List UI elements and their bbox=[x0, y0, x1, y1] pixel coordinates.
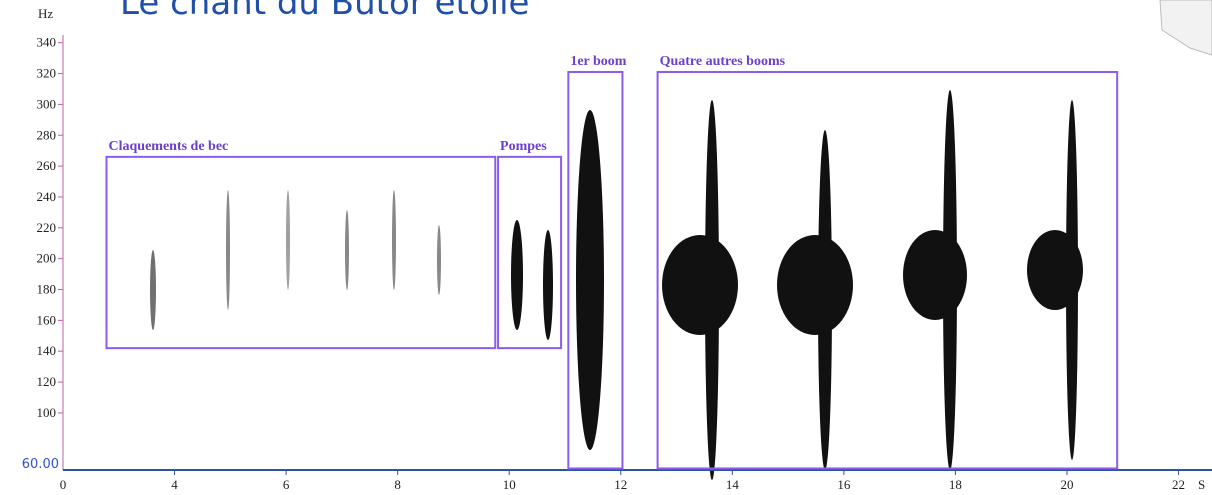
x-start-label: 0 bbox=[60, 477, 67, 492]
x-tick-label: 8 bbox=[394, 477, 401, 492]
y-tick-label: 100 bbox=[37, 405, 57, 420]
y-tick-label: 240 bbox=[37, 189, 57, 204]
annotation-box bbox=[107, 157, 496, 348]
annotation-label: Claquements de bec bbox=[109, 139, 229, 154]
x-tick-label: 12 bbox=[614, 477, 627, 492]
y-tick-label: 320 bbox=[37, 66, 57, 81]
y-tick-label: 220 bbox=[37, 220, 57, 235]
y-tick-label: 140 bbox=[37, 343, 57, 358]
y-tick-label: 340 bbox=[37, 35, 57, 50]
y-tick-label: 160 bbox=[37, 312, 57, 327]
y-tick-label: 280 bbox=[37, 127, 57, 142]
spectrogram-blobs bbox=[150, 90, 1083, 480]
y-tick-label: 200 bbox=[37, 251, 57, 266]
x-tick-label: 10 bbox=[503, 477, 516, 492]
x-tick-label: 4 bbox=[171, 477, 178, 492]
x-tick-label: 6 bbox=[283, 477, 290, 492]
page-curl bbox=[1160, 0, 1212, 55]
x-tick-label: 14 bbox=[726, 477, 740, 492]
y-tick-label: 260 bbox=[37, 158, 57, 173]
annotation-label: Quatre autres booms bbox=[660, 54, 786, 69]
x-tick-label: 20 bbox=[1060, 477, 1073, 492]
x-tick-label: 22 bbox=[1172, 477, 1185, 492]
annotation-label: Pompes bbox=[500, 139, 547, 154]
chart: Le chant du Butor étoilé Hz S 0 100 120 14… bbox=[0, 0, 1212, 495]
y-cursor-label: 60.00 bbox=[22, 457, 59, 472]
y-tick-label: 300 bbox=[37, 96, 57, 111]
annotation-label: 1er boom bbox=[570, 54, 626, 69]
y-axis-label: Hz bbox=[38, 6, 53, 21]
y-tick-label: 120 bbox=[37, 374, 57, 389]
x-axis-label: S bbox=[1198, 477, 1205, 492]
y-tick-label: 180 bbox=[37, 282, 57, 297]
chart-title: Le chant du Butor étoilé bbox=[120, 0, 529, 23]
x-tick-label: 18 bbox=[949, 477, 962, 492]
x-tick-label: 16 bbox=[837, 477, 851, 492]
